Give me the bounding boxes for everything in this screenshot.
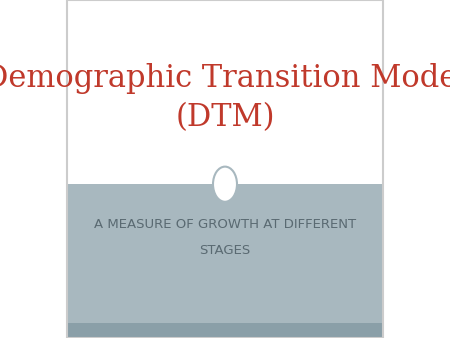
Text: A MEASURE OF GROWTH AT DIFFERENT: A MEASURE OF GROWTH AT DIFFERENT — [94, 218, 356, 231]
Text: STAGES: STAGES — [199, 244, 251, 257]
FancyBboxPatch shape — [67, 184, 383, 323]
FancyBboxPatch shape — [67, 0, 383, 184]
Text: (DTM): (DTM) — [175, 102, 275, 133]
Text: Demographic Transition Model: Demographic Transition Model — [0, 63, 450, 94]
FancyBboxPatch shape — [67, 323, 383, 338]
Ellipse shape — [213, 167, 237, 202]
